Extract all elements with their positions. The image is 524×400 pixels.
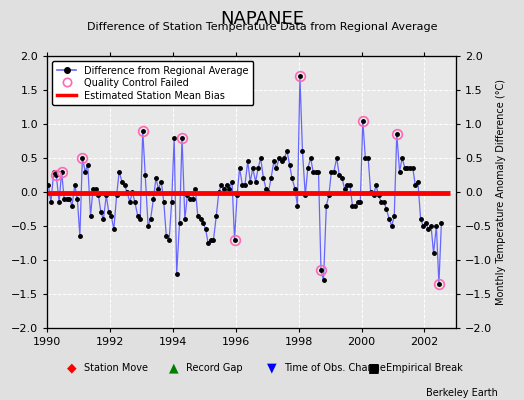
Text: ◆: ◆: [67, 362, 77, 374]
Text: NAPANEE: NAPANEE: [220, 10, 304, 28]
Text: Record Gap: Record Gap: [186, 363, 243, 373]
Text: Berkeley Earth: Berkeley Earth: [426, 388, 498, 398]
Text: ▲: ▲: [169, 362, 179, 374]
Text: Empirical Break: Empirical Break: [386, 363, 463, 373]
Text: ■: ■: [368, 362, 380, 374]
Text: ▼: ▼: [267, 362, 277, 374]
Text: Time of Obs. Change: Time of Obs. Change: [284, 363, 386, 373]
Text: Difference of Station Temperature Data from Regional Average: Difference of Station Temperature Data f…: [87, 22, 437, 32]
Legend: Difference from Regional Average, Quality Control Failed, Estimated Station Mean: Difference from Regional Average, Qualit…: [52, 61, 254, 106]
Y-axis label: Monthly Temperature Anomaly Difference (°C): Monthly Temperature Anomaly Difference (…: [496, 79, 506, 305]
Text: Station Move: Station Move: [84, 363, 148, 373]
